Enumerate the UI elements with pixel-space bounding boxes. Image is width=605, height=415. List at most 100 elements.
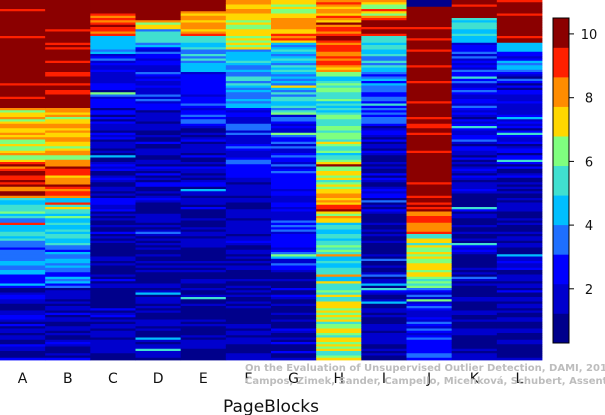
- heatmap-cell: [361, 141, 407, 145]
- heatmap-cell: [406, 96, 453, 100]
- heatmap-cell: [0, 319, 46, 323]
- heatmap-cell: [496, 60, 543, 64]
- heatmap-cell: [180, 31, 227, 35]
- heatmap-cell: [316, 164, 362, 167]
- heatmap-cell: [180, 67, 227, 71]
- heatmap-cell: [271, 22, 317, 26]
- heatmap-cell: [90, 112, 136, 116]
- heatmap-cell: [45, 218, 91, 221]
- heatmap-cell: [361, 139, 407, 143]
- heatmap-cell: [0, 132, 46, 136]
- heatmap-cell: [90, 348, 136, 352]
- heatmap-cell: [361, 355, 407, 359]
- heatmap-cell: [225, 337, 272, 341]
- heatmap-cell: [496, 99, 543, 102]
- heatmap-cell: [0, 146, 46, 149]
- heatmap-cell: [496, 90, 543, 93]
- heatmap-cell: [180, 207, 227, 210]
- heatmap-cell: [496, 171, 543, 174]
- heatmap-cell: [496, 123, 543, 127]
- heatmap-cell: [45, 126, 91, 129]
- heatmap-cell: [316, 146, 362, 149]
- heatmap-cell: [361, 319, 407, 323]
- heatmap-cell: [225, 155, 272, 158]
- heatmap-cell: [0, 173, 46, 176]
- heatmap-cell: [271, 337, 317, 341]
- heatmap-cell: [316, 150, 362, 154]
- heatmap-cell: [0, 177, 46, 181]
- heatmap-cell: [225, 261, 272, 264]
- heatmap-cell: [225, 105, 272, 109]
- heatmap-cell: [45, 200, 91, 203]
- heatmap-cell: [451, 18, 498, 21]
- heatmap-cell: [0, 243, 46, 246]
- heatmap-cell: [225, 94, 272, 98]
- heatmap-cell: [361, 339, 407, 343]
- heatmap-cell: [451, 231, 498, 235]
- heatmap-cell: [496, 54, 543, 57]
- heatmap-cell: [45, 168, 91, 172]
- heatmap-cell: [180, 195, 227, 199]
- heatmap-cell: [406, 324, 453, 327]
- heatmap-cell: [316, 191, 362, 194]
- heatmap-cell: [361, 101, 407, 104]
- heatmap-cell: [180, 186, 227, 190]
- heatmap-cell: [361, 85, 407, 89]
- heatmap-cell: [225, 297, 272, 300]
- heatmap-cell: [316, 36, 362, 39]
- heatmap-cell: [0, 128, 46, 131]
- heatmap-cell: [271, 60, 317, 64]
- heatmap-cell: [90, 29, 136, 32]
- heatmap-cell: [271, 112, 317, 116]
- heatmap-cell: [225, 42, 272, 46]
- heatmap-cell: [361, 216, 407, 219]
- heatmap-cell: [180, 335, 227, 338]
- heatmap-cell: [180, 283, 227, 287]
- heatmap-cell: [271, 13, 317, 17]
- heatmap-cell: [135, 51, 182, 55]
- heatmap-cell: [451, 63, 498, 66]
- heatmap-cell: [406, 292, 453, 296]
- heatmap-cell: [496, 247, 543, 251]
- heatmap-cell: [451, 69, 498, 73]
- heatmap-cell: [90, 24, 136, 28]
- heatmap-cell: [451, 92, 498, 95]
- heatmap-cell: [451, 96, 498, 100]
- heatmap-cell: [180, 2, 227, 5]
- heatmap-cell: [0, 357, 46, 361]
- heatmap-cell: [180, 13, 227, 17]
- heatmap-cell: [180, 150, 227, 154]
- heatmap-cell: [225, 353, 272, 356]
- heatmap-cell: [496, 36, 543, 39]
- heatmap-cell: [406, 114, 453, 118]
- heatmap-cell: [271, 319, 317, 323]
- heatmap-cell: [496, 128, 543, 131]
- heatmap-cell: [225, 220, 272, 224]
- heatmap-cell: [45, 252, 91, 255]
- heatmap-cell: [406, 326, 453, 329]
- heatmap-cell: [225, 303, 272, 307]
- heatmap-cell: [316, 202, 362, 206]
- heatmap-cell: [0, 189, 46, 192]
- heatmap-cell: [0, 337, 46, 341]
- heatmap-cell: [271, 263, 317, 266]
- heatmap-cell: [180, 231, 227, 235]
- heatmap-cell: [90, 36, 136, 39]
- heatmap-cell: [496, 13, 543, 17]
- heatmap-cell: [361, 209, 407, 212]
- heatmap-cell: [90, 54, 136, 57]
- heatmap-cell: [225, 315, 272, 318]
- heatmap-cell: [225, 290, 272, 293]
- heatmap-cell: [225, 132, 272, 136]
- heatmap-cell: [361, 164, 407, 167]
- heatmap-cell: [90, 123, 136, 127]
- heatmap-cell: [180, 42, 227, 46]
- heatmap-cell: [225, 22, 272, 26]
- heatmap-cell: [406, 83, 453, 86]
- heatmap-cell: [225, 333, 272, 336]
- heatmap-cell: [451, 99, 498, 102]
- heatmap-cell: [0, 96, 46, 100]
- heatmap-cell: [0, 240, 46, 244]
- heatmap-cell: [451, 20, 498, 23]
- heatmap-cell: [271, 231, 317, 235]
